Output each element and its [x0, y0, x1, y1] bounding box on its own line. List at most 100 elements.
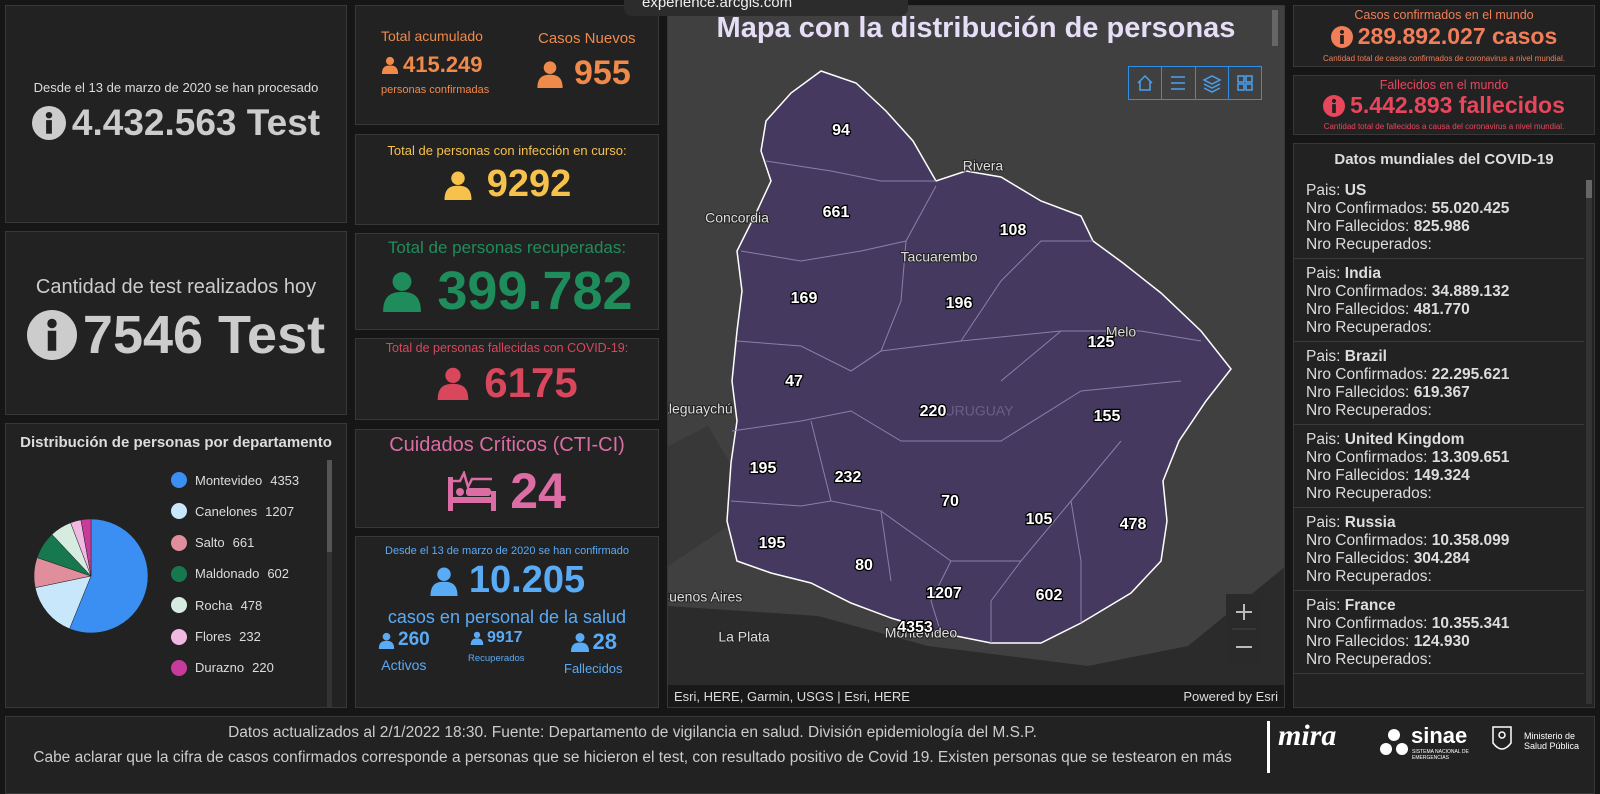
legend-swatch	[171, 472, 187, 488]
zoom-icons[interactable]	[1236, 604, 1252, 648]
recovered-panel: Total de personas recuperadas: 399.782	[355, 233, 659, 330]
stat-row: 9917	[468, 629, 525, 647]
uruguay-shape	[726, 70, 1232, 644]
title: Total de personas recuperadas:	[387, 238, 627, 257]
department-count: 94	[832, 122, 850, 139]
update-note: Datos actualizados al 2/1/2022 18:30. Fu…	[228, 724, 1037, 741]
field-row: Nro Confirmados: 13.309.651	[1306, 449, 1572, 467]
stat-label: Activos	[381, 657, 427, 673]
map-water	[668, 567, 1284, 707]
department-count: 1207	[926, 585, 962, 602]
department-count: 196	[946, 295, 973, 312]
department-count: 108	[1000, 222, 1027, 239]
field-row: Nro Fallecidos: 619.367	[1306, 384, 1572, 402]
field-row: Nro Confirmados: 10.358.099	[1306, 532, 1572, 550]
info-icon	[1323, 95, 1345, 117]
legend-value: 4353	[270, 472, 300, 488]
map: Concordia Rivera Tacuarembo Melo ualeguaychú…	[668, 6, 1284, 707]
legend-swatch	[171, 565, 187, 582]
map-title: Mapa con la distribución de personas	[716, 12, 1236, 44]
field-value: 13.309.651	[1431, 449, 1510, 466]
legend-label: Flores	[195, 629, 232, 644]
person-icon	[436, 366, 470, 400]
legend-swatch	[171, 628, 187, 645]
place-label: Melo	[1106, 324, 1137, 340]
title: Datos mundiales del COVID-19	[1334, 151, 1554, 168]
zoom-controls	[1226, 594, 1262, 664]
person-icon	[536, 60, 564, 88]
footer: Datos actualizados al 2/1/2022 18:30. Fu…	[5, 716, 1595, 794]
field-row: Nro Recuperados:	[1306, 651, 1572, 669]
legend-value: 602	[267, 566, 290, 582]
legend-swatch	[171, 503, 187, 520]
scroll-thumb	[1272, 10, 1278, 46]
scroll-thumb	[1586, 180, 1592, 198]
title: Fallecidos en el mundo	[1379, 78, 1509, 92]
legend-item: Rocha 478	[171, 597, 263, 614]
caption: Desde el 13 de marzo de 2020 se han conf…	[385, 545, 629, 557]
value: 24	[510, 463, 566, 519]
legend-label: Salto	[195, 535, 225, 551]
title: Cuidados Críticos (CTI-CI)	[389, 434, 625, 456]
stat-label: Recuperados	[468, 653, 525, 664]
department-count: 232	[835, 469, 862, 486]
field-label: Nro Fallecidos:	[1306, 550, 1410, 567]
field-label: Nro Confirmados:	[1306, 615, 1428, 632]
layers-button[interactable]	[1196, 67, 1229, 99]
field-row: Nro Recuperados:	[1306, 402, 1572, 420]
value-row: 24	[356, 462, 658, 520]
home-button[interactable]	[1129, 67, 1163, 99]
place-label: Montevideo	[885, 625, 958, 641]
map-toolbar	[1128, 66, 1262, 100]
field-row: Nro Recuperados:	[1306, 319, 1572, 337]
field-label: Nro Recuperados:	[1306, 402, 1432, 419]
legend-item: Flores 232	[171, 628, 261, 645]
tests-total-panel: Desde el 13 de marzo de 2020 se han proc…	[5, 5, 347, 223]
stat-row: 28	[564, 629, 623, 655]
country-list: Pais: US Nro Confirmados: 55.020.425 Nro F…	[1294, 176, 1584, 707]
bed-icon	[448, 471, 497, 511]
field-label: Nro Confirmados:	[1306, 283, 1428, 300]
place-label: La Plata	[718, 629, 770, 645]
legend-item: Durazno 220	[171, 659, 274, 676]
caption: Cantidad total de fallecidos a causa del…	[1323, 122, 1565, 131]
department-count: 125	[1088, 334, 1115, 351]
new-row: 955	[536, 54, 631, 93]
field-row: Nro Confirmados: 10.355.341	[1306, 615, 1572, 633]
person-icon	[429, 566, 459, 596]
value-row: 10.205	[356, 559, 658, 602]
field-row: Nro Confirmados: 34.889.132	[1306, 283, 1572, 301]
accum-value: 415.249	[403, 52, 483, 77]
department-count: 602	[1036, 587, 1063, 604]
legend-item: Salto 661	[171, 534, 254, 551]
field-label: Nro Fallecidos:	[1306, 301, 1410, 318]
accum-caption: personas confirmadas	[381, 84, 490, 96]
new-value: 955	[574, 54, 631, 92]
legend-value: 478	[240, 597, 263, 613]
department-count: 195	[750, 460, 777, 477]
legend-button[interactable]	[1162, 67, 1196, 99]
legend-label: Montevideo	[195, 472, 263, 488]
field-row: Nro Recuperados:	[1306, 568, 1572, 586]
field-label: Nro Recuperados:	[1306, 651, 1432, 668]
scrollbar	[1586, 180, 1592, 704]
field-value: 34.889.132	[1431, 283, 1510, 300]
department-count: 80	[855, 557, 873, 574]
value: 5.442.893 fallecidos	[1350, 92, 1565, 118]
place-label: Tacuarembo	[900, 249, 977, 265]
value: 399.782	[437, 261, 633, 321]
pie-chart	[33, 518, 149, 634]
scrollbar	[327, 460, 332, 707]
tests-today-panel: Cantidad de test realizados hoy 7546 Tes…	[5, 231, 347, 415]
country-entry: Pais: United Kingdom Nro Confirmados: 13.…	[1294, 425, 1584, 508]
field-row: Pais: United Kingdom	[1306, 431, 1572, 449]
stat-value: 9917	[486, 629, 523, 646]
country-entry: Pais: US Nro Confirmados: 55.020.425 Nro F…	[1294, 176, 1584, 259]
distribution-panel: Distribución de personas por departament…	[5, 423, 347, 708]
pie-slice	[34, 575, 92, 630]
department-borders	[730, 160, 1202, 643]
map-panel: Concordia Rivera Tacuarembo Melo ualeguaychú…	[667, 5, 1285, 708]
field-label: Nro Confirmados:	[1306, 366, 1428, 383]
basemap-button[interactable]	[1229, 67, 1261, 99]
person-icon	[443, 170, 473, 200]
